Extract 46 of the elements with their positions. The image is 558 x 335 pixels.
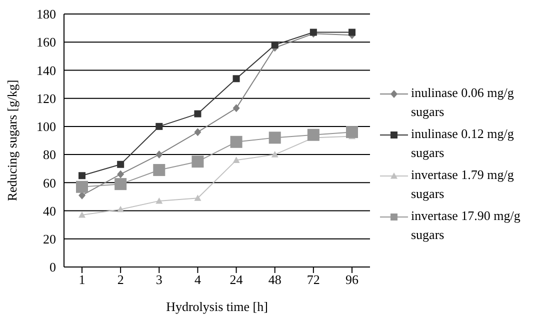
y-tick-label: 60 [43,175,56,190]
y-tick-label: 20 [43,232,56,247]
x-tick-label: 3 [156,272,162,288]
point [268,132,281,144]
point [76,180,88,193]
legend-label: invertase 17.90 mg/g sugars [411,206,522,244]
point [232,75,240,82]
x-tick-label: 2 [117,272,124,288]
y-tick-label: 0 [50,260,56,275]
y-axis-title: Reducing sugars [g/kg] [4,80,20,202]
y-tick-label: 40 [43,203,56,218]
point [156,150,163,159]
point [114,178,127,190]
x-tick-label: 24 [230,272,244,288]
point [192,156,204,168]
point [271,151,278,158]
x-axis-title: Hydrolysis time [h] [166,299,268,314]
y-tick-label: 100 [36,119,56,134]
point [156,122,163,130]
point [307,128,320,141]
x-tick-label: 96 [346,272,359,288]
point [117,206,124,212]
point [156,197,163,204]
y-tick-label: 140 [36,62,56,78]
y-tick-label: 180 [36,6,56,22]
x-tick-label: 1 [78,272,86,288]
point [153,164,166,176]
x-tick-label: 48 [268,272,282,288]
point [78,172,86,180]
point [232,104,240,112]
point [117,160,124,168]
x-tick-label: 4 [194,272,202,288]
point [194,194,202,201]
point [348,28,356,36]
y-tick-label: 80 [43,147,56,162]
point [194,128,202,136]
y-tick-label: 160 [36,34,56,50]
point [232,156,240,163]
x-tick-label: 72 [306,272,320,288]
y-tick-label: 120 [36,90,56,106]
point [346,126,358,138]
point [194,110,202,118]
point [117,170,124,178]
point [271,41,278,48]
point [230,136,242,148]
point [78,211,86,218]
